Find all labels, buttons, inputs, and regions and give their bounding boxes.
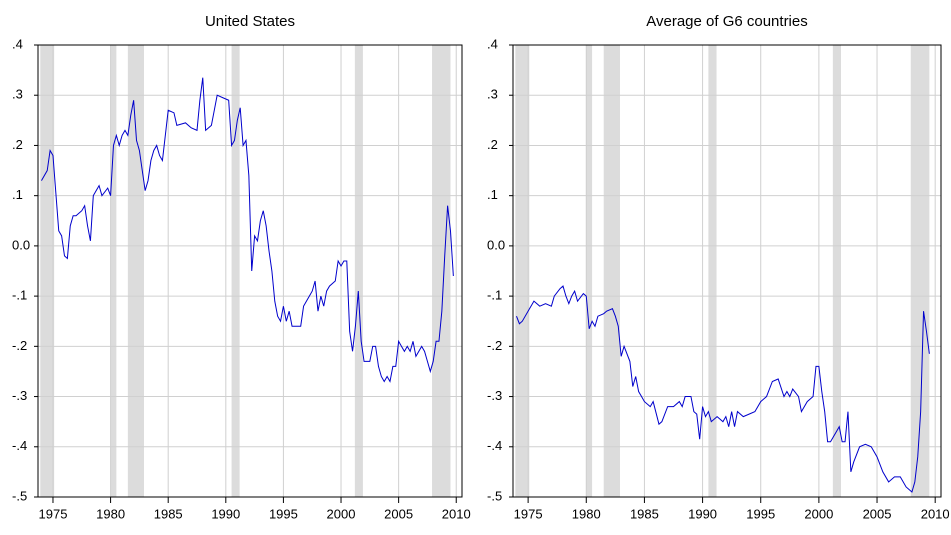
y-tick-label: .4 xyxy=(487,36,498,51)
recession-band xyxy=(127,45,144,497)
y-tick-label: -.1 xyxy=(12,288,27,303)
x-tick-label: 1990 xyxy=(688,506,717,521)
data-line xyxy=(516,285,930,493)
x-tick-label: 2000 xyxy=(327,506,356,521)
x-tick-label: 1975 xyxy=(39,506,68,521)
x-tick-label: 1975 xyxy=(514,506,543,521)
y-tick-label: -.4 xyxy=(487,438,502,453)
x-tick-label: 2005 xyxy=(384,506,413,521)
x-tick-label: 1995 xyxy=(746,506,775,521)
y-tick-label: -.2 xyxy=(487,338,502,353)
x-tick-label: 2010 xyxy=(921,506,950,521)
y-tick-label: -.5 xyxy=(12,488,27,503)
x-tick-label: 1995 xyxy=(269,506,298,521)
recession-band xyxy=(110,45,117,497)
x-tick-label: 1985 xyxy=(154,506,183,521)
recession-band xyxy=(832,45,841,497)
x-tick-label: 1980 xyxy=(572,506,601,521)
recession-band xyxy=(586,45,593,497)
x-tick-label: 1980 xyxy=(96,506,125,521)
y-tick-label: .2 xyxy=(12,137,23,152)
x-tick-label: 2010 xyxy=(442,506,471,521)
recession-band xyxy=(432,45,451,497)
y-tick-label: .1 xyxy=(487,187,498,202)
recession-band xyxy=(354,45,363,497)
y-tick-label: 0.0 xyxy=(12,237,30,252)
y-tick-label: -.2 xyxy=(12,338,27,353)
recession-band xyxy=(231,45,240,497)
plot-frame xyxy=(512,44,942,498)
y-tick-label: -.3 xyxy=(487,388,502,403)
y-tick-label: -.3 xyxy=(12,388,27,403)
recession-band xyxy=(910,45,930,497)
recession-band xyxy=(708,45,717,497)
x-tick-label: 2000 xyxy=(804,506,833,521)
recession-band xyxy=(515,45,530,497)
chart-title: United States xyxy=(205,13,295,30)
y-tick-label: -.5 xyxy=(487,488,502,503)
y-tick-label: 0.0 xyxy=(487,237,505,252)
y-tick-label: .4 xyxy=(12,36,23,51)
y-tick-label: .3 xyxy=(12,87,23,102)
plot-frame xyxy=(37,44,463,498)
x-tick-label: 2005 xyxy=(863,506,892,521)
y-tick-label: .2 xyxy=(487,137,498,152)
recession-band xyxy=(603,45,620,497)
x-tick-label: 1990 xyxy=(211,506,240,521)
chart-title: Average of G6 countries xyxy=(646,13,807,30)
y-tick-label: -.1 xyxy=(487,288,502,303)
recession-band xyxy=(40,45,55,497)
x-tick-label: 1985 xyxy=(630,506,659,521)
y-tick-label: -.4 xyxy=(12,438,27,453)
data-line xyxy=(41,77,454,383)
y-tick-label: .1 xyxy=(12,187,23,202)
y-tick-label: .3 xyxy=(487,87,498,102)
